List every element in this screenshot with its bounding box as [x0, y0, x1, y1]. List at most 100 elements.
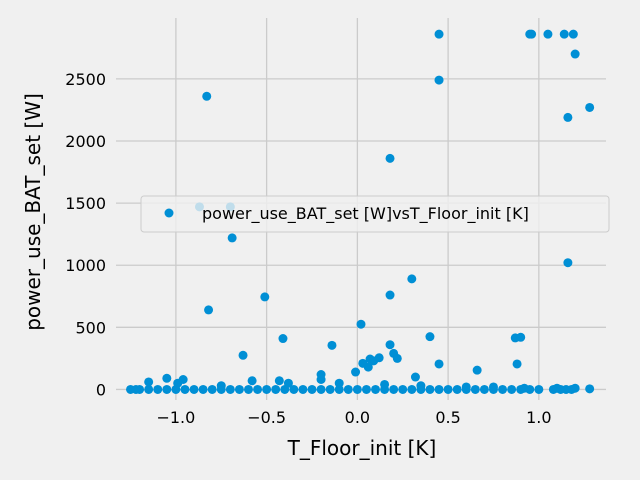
data-point [385, 290, 395, 300]
data-point [416, 384, 426, 394]
legend-marker [164, 208, 174, 218]
legend-label: power_use_BAT_set [W]vsT_Floor_init [K] [202, 204, 529, 224]
y-tick-labels: 0 500 1000 1500 2000 2500 [65, 70, 106, 400]
data-point [325, 384, 335, 394]
data-point [171, 384, 181, 394]
data-point [253, 384, 263, 394]
data-point [525, 384, 535, 394]
x-tick-label: −1.0 [156, 408, 195, 427]
data-point [567, 384, 577, 394]
data-point [216, 384, 226, 394]
data-point [204, 305, 214, 315]
data-points [126, 29, 595, 394]
data-point [512, 359, 522, 369]
y-tick-label: 500 [75, 318, 106, 337]
data-point [563, 258, 573, 268]
data-point [585, 102, 595, 112]
x-tick-labels: −1.0 −0.5 0.0 0.5 1.0 [156, 408, 551, 427]
data-point [389, 384, 399, 394]
data-point [243, 384, 253, 394]
data-point [385, 153, 395, 163]
data-point [334, 384, 344, 394]
data-point [434, 359, 444, 369]
data-point [392, 353, 402, 363]
data-point [358, 358, 368, 368]
data-point [407, 384, 417, 394]
data-point [461, 384, 471, 394]
y-tick-label: 0 [96, 380, 106, 399]
data-point [278, 334, 288, 344]
data-point [548, 384, 558, 394]
data-point [207, 384, 217, 394]
x-tick-label: 1.0 [526, 408, 551, 427]
data-point [563, 112, 573, 122]
data-point [202, 91, 212, 101]
data-point [559, 29, 569, 39]
legend: power_use_BAT_set [W]vsT_Floor_init [K] [140, 195, 610, 233]
data-point [298, 384, 308, 394]
x-axis-label: T_Floor_init [K] [287, 436, 437, 460]
data-point [470, 384, 480, 394]
y-axis-label: power_use_BAT_set [W] [21, 93, 45, 331]
data-point [327, 340, 337, 350]
data-point [425, 384, 435, 394]
data-point [570, 49, 580, 59]
data-point [280, 384, 290, 394]
data-point [334, 378, 344, 388]
data-point [316, 384, 326, 394]
data-point [189, 384, 199, 394]
y-tick-label: 2500 [65, 70, 106, 89]
data-point [556, 384, 566, 394]
x-tick-label: −0.5 [247, 408, 286, 427]
data-point [568, 29, 578, 39]
data-point [289, 384, 299, 394]
data-point [274, 376, 284, 386]
data-point [227, 233, 237, 243]
data-point [452, 384, 462, 394]
data-point [434, 384, 444, 394]
data-point [472, 365, 482, 375]
data-point [443, 384, 453, 394]
data-point [356, 319, 366, 329]
data-point [534, 384, 544, 394]
data-point [385, 340, 395, 350]
data-point [307, 384, 317, 394]
data-point [225, 384, 235, 394]
x-tick-label: 0.0 [345, 408, 370, 427]
data-point [343, 384, 353, 394]
data-point [352, 384, 362, 394]
y-tick-label: 1000 [65, 256, 106, 275]
y-tick-label: 1500 [65, 194, 106, 213]
data-point [585, 384, 595, 394]
data-point [516, 384, 526, 394]
data-point [543, 29, 553, 39]
y-tick-label: 2000 [65, 132, 106, 151]
data-point [434, 29, 444, 39]
data-point [198, 384, 208, 394]
data-point [351, 367, 361, 377]
data-point [260, 292, 270, 302]
data-point [153, 384, 163, 394]
data-point [488, 384, 498, 394]
legend-box [140, 195, 610, 233]
data-point [371, 384, 381, 394]
data-point [144, 377, 154, 387]
data-point [410, 372, 420, 382]
data-point [369, 356, 379, 366]
data-point [162, 373, 172, 383]
data-point [144, 384, 154, 394]
data-point [498, 384, 508, 394]
data-point [271, 384, 281, 394]
data-point [162, 384, 172, 394]
data-point [380, 384, 390, 394]
data-point [234, 384, 244, 394]
data-point [507, 384, 517, 394]
x-tick-label: 0.5 [435, 408, 460, 427]
data-point [238, 350, 248, 360]
data-point [316, 375, 326, 385]
data-point [180, 384, 190, 394]
data-point [247, 376, 257, 386]
data-point [407, 274, 417, 284]
data-point [434, 75, 444, 85]
